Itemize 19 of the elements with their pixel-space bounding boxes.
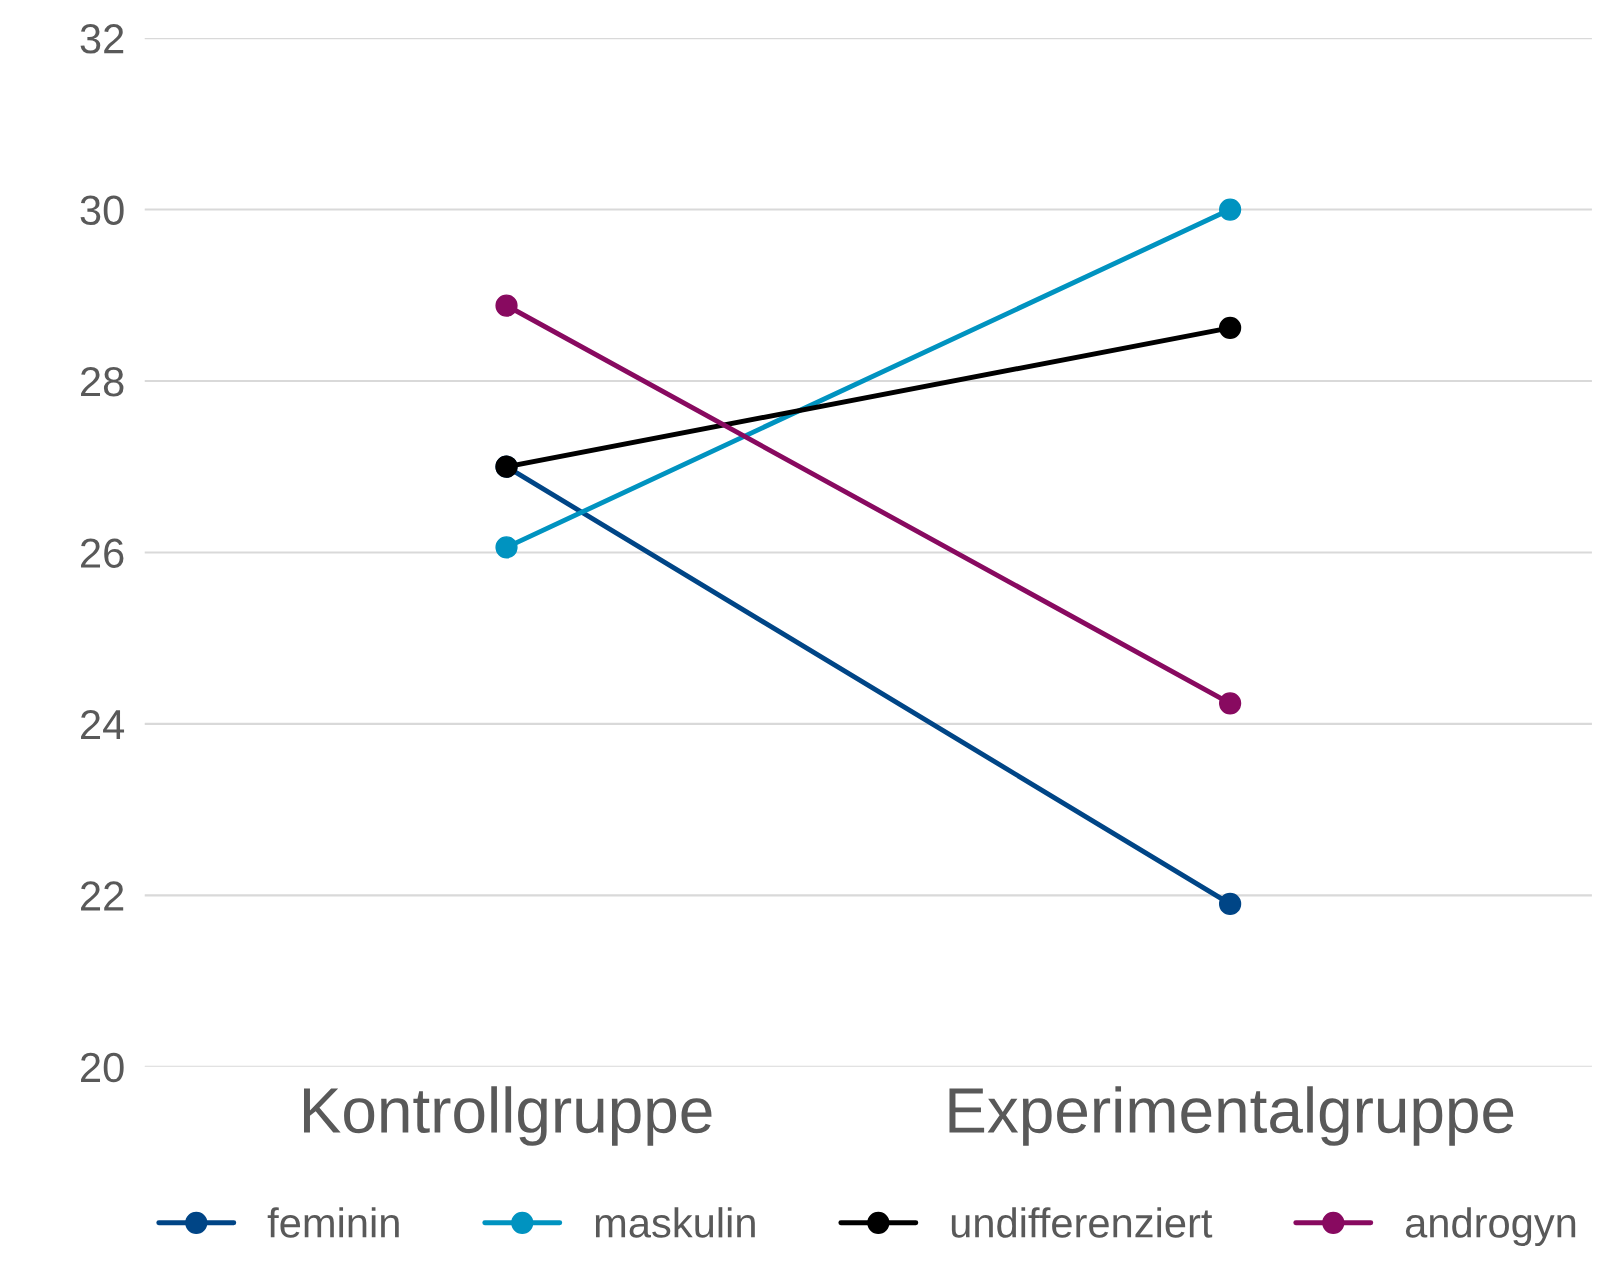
point <box>1219 892 1242 916</box>
point <box>1219 198 1242 221</box>
legend-label: undifferenziert <box>951 1207 1213 1238</box>
y-tick-label: 24 <box>81 709 125 739</box>
y-tick-label: 32 <box>80 24 124 54</box>
legend-label: feminin <box>267 1207 399 1238</box>
point <box>1219 692 1242 715</box>
point <box>495 294 518 317</box>
x-tick-label: Kontrollgruppe <box>304 1086 712 1146</box>
y-tick-label: 22 <box>81 881 124 911</box>
y-tick-label: 30 <box>80 195 124 226</box>
legend-label: maskulin <box>595 1207 755 1238</box>
y-tick-label: 26 <box>81 538 124 568</box>
legend-label: androgyn <box>1405 1207 1576 1247</box>
point <box>1219 316 1242 339</box>
y-tick-label: 28 <box>81 367 124 397</box>
y-tick-label: 20 <box>81 1052 124 1083</box>
point <box>495 536 518 559</box>
x-tick-label: Experimentalgruppe <box>949 1086 1514 1146</box>
